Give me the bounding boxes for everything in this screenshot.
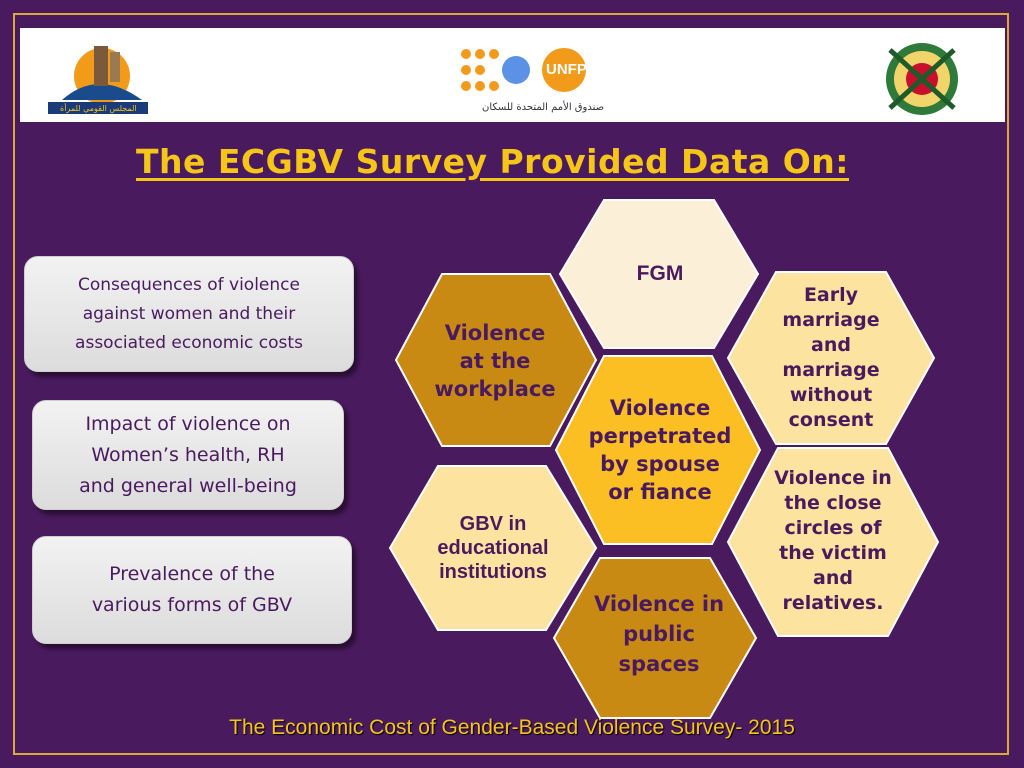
hex-line: institutions <box>439 561 547 583</box>
card-line: various forms of GBV <box>91 594 293 616</box>
hex-workplace-label: Violence at the workplace <box>420 316 570 406</box>
hex-line: and <box>813 567 853 589</box>
hex-line: Violence in <box>593 592 725 616</box>
hex-close-circles-label: Violence in the close circles of the vic… <box>758 464 908 618</box>
card-prevalence: Prevalence of the various forms of GBV <box>32 536 352 644</box>
hex-line: the victim <box>779 542 887 564</box>
logo-bar: المجلس القومي للمرأة UNFPA صندوق الأمم ا… <box>20 28 1005 122</box>
card-line: associated economic costs <box>75 332 303 353</box>
card-line: Impact of violence on <box>85 412 291 435</box>
slide-title: The ECGBV Survey Provided Data On: <box>136 142 849 181</box>
hex-line: or fiance <box>608 480 712 504</box>
hex-line: and <box>811 334 851 356</box>
hex-line: spaces <box>618 652 700 676</box>
unfpa-arabic-label: صندوق الأمم المتحدة للسكان <box>482 102 605 113</box>
slide-frame <box>13 13 1009 755</box>
card-line: against women and their <box>82 303 296 324</box>
hex-line: marriage <box>782 309 880 331</box>
hex-line: Violence in <box>774 467 892 489</box>
unfpa-dots-icon <box>461 48 586 92</box>
card-health-impact: Impact of violence on Women’s health, RH… <box>32 400 344 510</box>
hex-fgm-label: FGM <box>590 258 730 290</box>
card-line: and general well-being <box>79 474 297 497</box>
hex-line: marriage <box>782 359 880 381</box>
hex-line: Early <box>803 284 859 306</box>
footer-caption: The Economic Cost of Gender-Based Violen… <box>229 716 795 739</box>
hex-line: Violence <box>444 321 546 345</box>
hex-close-circles <box>726 447 940 637</box>
hex-line: circles of <box>784 517 882 539</box>
card-line: Consequences of violence <box>78 274 300 295</box>
hex-line: consent <box>788 409 874 431</box>
hex-line: by spouse <box>600 452 720 476</box>
hex-educational-label: GBV in educational institutions <box>416 508 570 588</box>
hex-line: relatives. <box>782 592 884 614</box>
hex-workplace <box>394 273 598 447</box>
hex-public <box>552 557 758 719</box>
card-line: Prevalence of the <box>109 563 275 585</box>
hex-line: the close <box>784 492 882 514</box>
hex-line: workplace <box>434 377 556 401</box>
hex-early-marriage <box>726 271 936 445</box>
hex-line: GBV in <box>459 513 527 535</box>
hex-line: without <box>789 384 873 406</box>
hex-fgm <box>558 199 760 349</box>
ncw-logo <box>48 46 148 114</box>
left-logo-caption: المجلس القومي للمرأة <box>60 104 137 113</box>
hex-fgm-text: FGM <box>636 262 684 285</box>
hex-line: perpetrated <box>588 424 732 448</box>
ministry-emblem <box>870 38 974 120</box>
hex-early-marriage-label: Early marriage and marriage without cons… <box>760 282 902 434</box>
hex-spouse-label: Violence perpetrated by spouse or fiance <box>580 390 740 510</box>
hex-educational <box>388 465 598 631</box>
hex-line: at the <box>459 349 531 373</box>
hex-line: Violence <box>609 396 711 420</box>
hex-line: public <box>623 622 695 646</box>
unfpa-label: UNFPA <box>546 61 597 78</box>
hex-spouse <box>554 355 762 545</box>
card-consequences: Consequences of violence against women a… <box>24 256 354 372</box>
hex-line: educational <box>437 537 549 559</box>
unfpa-logo: UNFPA صندوق الأمم المتحدة للسكان <box>460 46 610 116</box>
hex-public-label: Violence in public spaces <box>584 588 734 680</box>
card-line: Women’s health, RH <box>91 443 285 466</box>
